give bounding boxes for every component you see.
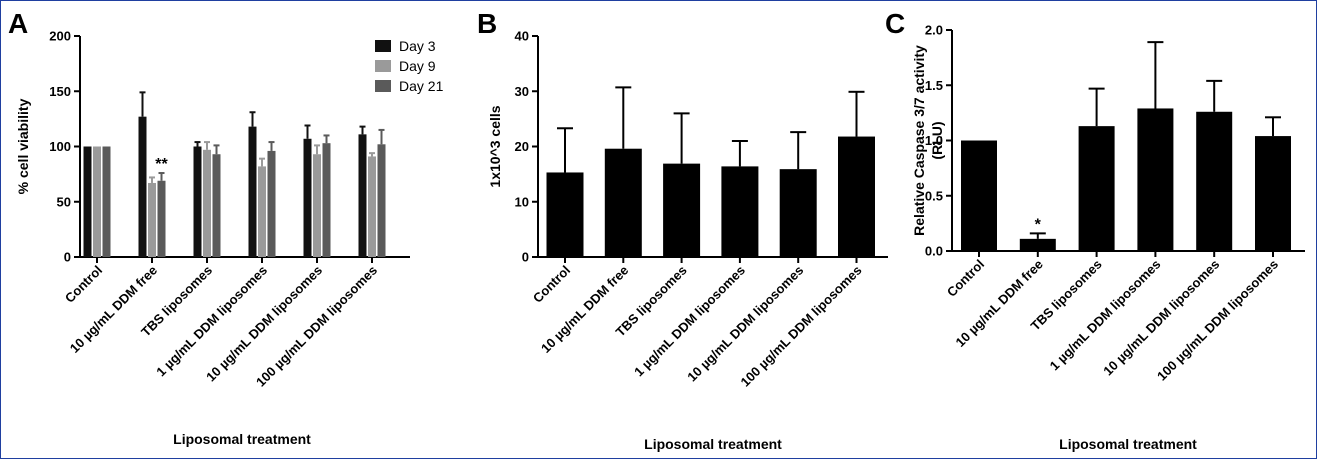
legend-swatch <box>375 80 391 92</box>
bar-day-3 <box>358 134 367 257</box>
bar-value <box>961 140 997 251</box>
x-tick-label: 10 µg/mL DDM liposomes <box>1100 257 1222 379</box>
x-tick-label: 1 µg/mL DDM liposomes <box>1047 257 1164 374</box>
y-axis-label: Relative Caspase 3/7 activity <box>911 45 927 236</box>
y-tick-label: 1.5 <box>925 78 943 93</box>
panel-letter: B <box>477 8 497 39</box>
bar-day-21 <box>212 154 221 257</box>
y-tick-label: 20 <box>515 139 529 154</box>
bar-value <box>1078 126 1115 251</box>
bar-value <box>1255 136 1291 251</box>
legend-entry: Day 3 <box>399 38 436 54</box>
bar-value <box>1137 108 1174 251</box>
bar-day-9 <box>313 154 321 257</box>
y-tick-label: 0.5 <box>925 188 943 203</box>
x-tick-label: 10 µg/mL DDM liposomes <box>684 263 806 385</box>
legend-swatch <box>375 60 391 72</box>
bar-day-21 <box>102 146 111 257</box>
bar-value <box>1196 111 1233 252</box>
x-tick-label: Control <box>62 263 105 306</box>
bar-day-9 <box>148 182 156 257</box>
legend-entry: Day 9 <box>399 58 436 74</box>
bar-day-21 <box>157 180 166 257</box>
significance-marker: ** <box>155 156 168 173</box>
bar-day-21 <box>267 150 276 257</box>
bar-day-3 <box>83 146 92 257</box>
x-tick-label: 100 µg/mL DDM liposomes <box>738 263 865 390</box>
bar-day-3 <box>303 138 312 257</box>
y-tick-label: 0 <box>64 250 71 265</box>
bar-day-21 <box>322 143 331 257</box>
bar-value <box>838 136 875 257</box>
y-axis-label-unit: (RLU) <box>929 121 945 159</box>
x-tick-label: 1 µg/mL DDM liposomes <box>153 263 270 380</box>
x-axis-label: Liposomal treatment <box>173 431 311 447</box>
bar-value <box>604 148 642 257</box>
y-tick-label: 1.0 <box>925 133 943 148</box>
bar-day-9 <box>93 146 101 257</box>
y-axis-label: % cell viability <box>15 98 31 194</box>
panel-a: A 0 50 100 150 200 % cell viability Control 10 µ… <box>8 8 444 447</box>
bar-day-3 <box>138 116 147 257</box>
legend-entry: Day 21 <box>399 78 444 94</box>
x-tick-label: Control <box>530 263 573 306</box>
panel-letter: C <box>885 8 905 39</box>
bar-day-9 <box>203 149 211 257</box>
bar-day-3 <box>248 126 257 257</box>
bar-value <box>663 163 701 257</box>
bar-day-9 <box>258 166 266 257</box>
bar-value <box>546 172 584 257</box>
panel-c: C 0.0 0.5 1.0 1.5 2.0 Relative Caspase 3/7 act… <box>885 8 1305 452</box>
panel-letter: A <box>8 8 28 39</box>
bar-day-3 <box>193 146 202 257</box>
y-tick-label: 0.0 <box>925 244 943 259</box>
bar-day-21 <box>377 144 386 257</box>
bar-value <box>1019 238 1056 251</box>
bar-value <box>721 166 759 257</box>
x-axis-label: Liposomal treatment <box>644 436 782 452</box>
y-tick-label: 0 <box>522 250 529 265</box>
y-tick-label: 200 <box>49 29 71 44</box>
y-tick-label: 100 <box>49 139 71 154</box>
y-tick-label: 30 <box>515 84 529 99</box>
panel-b: B 0 10 20 30 40 1x10^3 cells Control 10 µg/mL DD… <box>477 8 888 452</box>
bar-day-9 <box>368 156 376 257</box>
x-tick-label: 10 µg/mL DDM liposomes <box>203 263 325 385</box>
y-tick-label: 50 <box>57 194 71 209</box>
y-tick-label: 10 <box>515 194 529 209</box>
y-tick-label: 150 <box>49 84 71 99</box>
y-tick-label: 2.0 <box>925 23 943 38</box>
bar-value <box>779 169 817 257</box>
x-tick-label: 1 µg/mL DDM liposomes <box>631 263 748 380</box>
y-tick-label: 40 <box>515 29 529 44</box>
x-tick-label: Control <box>944 257 987 300</box>
significance-marker: * <box>1035 216 1042 233</box>
y-axis-label: 1x10^3 cells <box>487 105 503 187</box>
x-axis-label: Liposomal treatment <box>1059 436 1197 452</box>
legend-swatch <box>375 40 391 52</box>
x-tick-label: 100 µg/mL DDM liposomes <box>1154 257 1281 384</box>
